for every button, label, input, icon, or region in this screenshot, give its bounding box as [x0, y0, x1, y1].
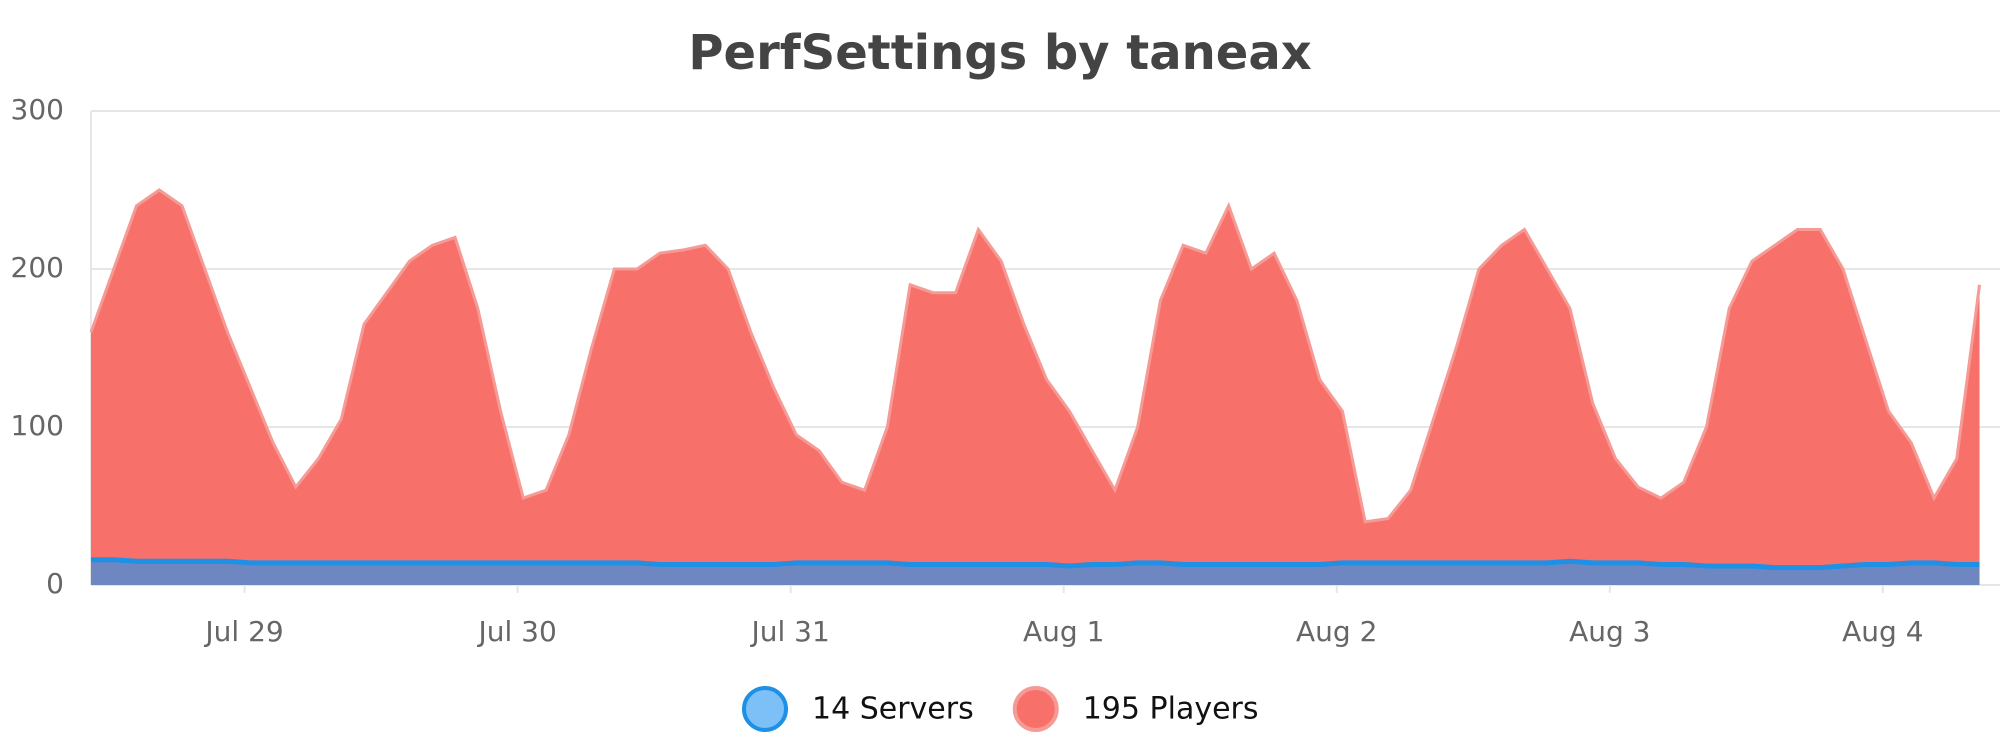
y-tick-label: 100	[11, 409, 64, 442]
x-tick-label: Jul 31	[750, 615, 830, 648]
x-tick-label: Aug 4	[1842, 615, 1923, 648]
area	[91, 190, 1980, 585]
x-tick-label: Aug 3	[1569, 615, 1650, 648]
x-tick-label: Aug 2	[1296, 615, 1377, 648]
area	[91, 559, 1980, 585]
x-tick-label: Jul 29	[203, 615, 283, 648]
legend-marker	[742, 686, 788, 732]
chart-title: PerfSettings by taneax	[688, 25, 1311, 81]
area-line	[91, 557, 1980, 571]
legend-label: 14 Servers	[812, 692, 974, 727]
y-tick-label: 0	[46, 567, 64, 600]
x-tick-label: Jul 30	[476, 615, 556, 648]
legend-label: 195 Players	[1083, 692, 1259, 727]
y-tick-label: 200	[11, 251, 64, 284]
area-line	[89, 188, 1982, 524]
x-tick-label: Aug 1	[1023, 615, 1104, 648]
legend-marker	[1012, 686, 1059, 732]
y-tick-label: 300	[11, 93, 64, 126]
